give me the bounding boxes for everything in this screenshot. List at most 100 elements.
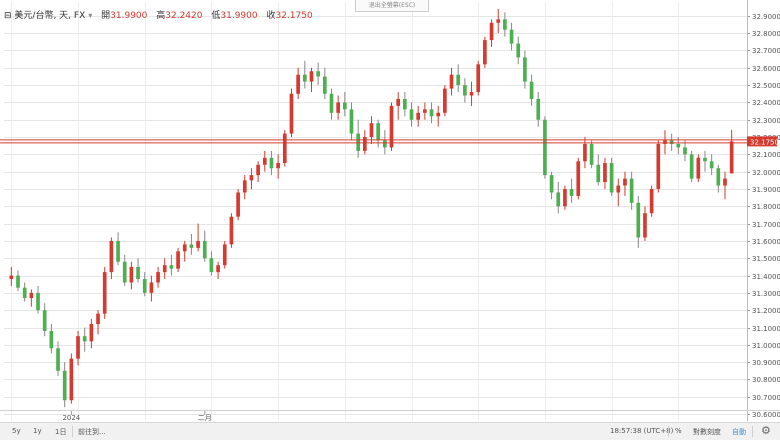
candle-body: [209, 258, 214, 273]
candle: [182, 240, 187, 262]
goto-date-button[interactable]: 前往到...: [78, 428, 106, 436]
candle: [396, 92, 401, 120]
candle: [616, 178, 621, 207]
candle-body: [469, 92, 474, 96]
candle-body: [142, 279, 147, 293]
candle-body: [556, 192, 561, 207]
candle-body: [723, 178, 727, 186]
candle: [56, 341, 60, 376]
gear-icon[interactable]: ⚙: [761, 424, 771, 437]
candle-body: [322, 76, 327, 94]
candle: [362, 130, 367, 155]
candle: [69, 353, 74, 404]
candle-body: [496, 19, 501, 23]
candle-body: [242, 180, 247, 193]
candle-body: [362, 137, 367, 151]
candle-body: [636, 202, 641, 238]
candle: [82, 327, 87, 352]
y-tick-label: 32.0000: [752, 169, 780, 177]
candle-body: [342, 102, 347, 110]
candle-body: [663, 140, 667, 144]
candle-body: [56, 348, 60, 371]
log-scale-toggle[interactable]: 對數刻度: [693, 428, 721, 436]
range-5y-button[interactable]: 5y: [12, 427, 21, 435]
chevron-down-icon[interactable]: ▾: [88, 11, 93, 20]
candle-body: [603, 163, 607, 183]
candle-body: [529, 81, 534, 99]
range-1d-button[interactable]: 1日: [55, 428, 67, 436]
candle-body: [256, 164, 260, 176]
candle-body: [676, 143, 681, 148]
candle-body: [36, 292, 40, 311]
y-tick-label: 32.5000: [752, 82, 780, 90]
y-tick-label: 31.4000: [752, 273, 780, 281]
candle: [729, 129, 734, 174]
y-tick-label: 31.2000: [752, 307, 780, 315]
candle: [423, 102, 427, 120]
candle-body: [329, 93, 334, 113]
bottom-toolbar: 5y 1y 1日 前往到... 18:57:38 (UTC+8) % 對數刻度 …: [0, 422, 780, 440]
candle: [242, 175, 247, 200]
candle: [516, 36, 521, 65]
candle: [142, 272, 147, 297]
range-1y-button[interactable]: 1y: [33, 427, 42, 435]
candle-body: [589, 143, 594, 165]
candle: [189, 234, 194, 255]
candle: [222, 240, 227, 269]
y-tick-label: 32.8000: [752, 30, 780, 38]
candle: [669, 133, 674, 151]
exit-fullscreen-button[interactable]: 退出全螢幕(ESC): [355, 0, 429, 12]
candle-body: [116, 240, 120, 262]
candle-body: [309, 71, 314, 82]
collapse-icon[interactable]: ⊟: [4, 11, 12, 21]
candle-body: [503, 19, 507, 30]
divider: [752, 426, 753, 437]
auto-scale-toggle[interactable]: 自動: [732, 428, 746, 436]
candle-body: [683, 147, 687, 155]
y-tick-label: 31.0000: [752, 342, 780, 350]
candle: [476, 60, 481, 96]
candle-body: [249, 175, 254, 181]
candle: [49, 324, 54, 354]
candle: [576, 157, 581, 200]
low-label: 低: [211, 11, 221, 21]
candle: [696, 154, 701, 183]
candle-body: [483, 40, 487, 65]
candle-body: [96, 313, 100, 325]
candle-body: [262, 157, 267, 165]
percent-toggle[interactable]: %: [675, 427, 682, 435]
candle: [643, 206, 647, 241]
y-tick-label: 30.7000: [752, 394, 780, 402]
candle-body: [16, 275, 20, 288]
candle: [296, 67, 300, 99]
candle-body: [169, 265, 174, 269]
candle: [149, 275, 154, 302]
y-tick-label: 31.9000: [752, 186, 780, 194]
candle-body: [563, 188, 567, 207]
candle: [463, 78, 467, 103]
high-value: 32.2420: [165, 11, 203, 21]
candle-body: [9, 275, 14, 280]
candle-body: [669, 140, 674, 144]
candle-body: [376, 123, 381, 141]
symbol-title[interactable]: 美元/台幣, 天, FX: [14, 11, 86, 21]
y-tick-label: 32.4000: [752, 99, 780, 107]
candle-body: [609, 163, 614, 193]
candle-body: [22, 287, 27, 299]
candle: [129, 261, 134, 290]
candle: [623, 171, 627, 196]
candle-body: [436, 112, 441, 117]
candle: [109, 237, 114, 280]
candle: [429, 102, 434, 124]
candle-body: [649, 188, 654, 214]
candle-body: [489, 22, 494, 41]
candle: [176, 247, 180, 273]
candle: [256, 161, 260, 183]
y-tick-label: 31.6000: [752, 238, 780, 246]
candle: [356, 119, 360, 158]
candle: [403, 92, 407, 117]
candle: [329, 88, 334, 120]
candle-body: [463, 85, 467, 96]
